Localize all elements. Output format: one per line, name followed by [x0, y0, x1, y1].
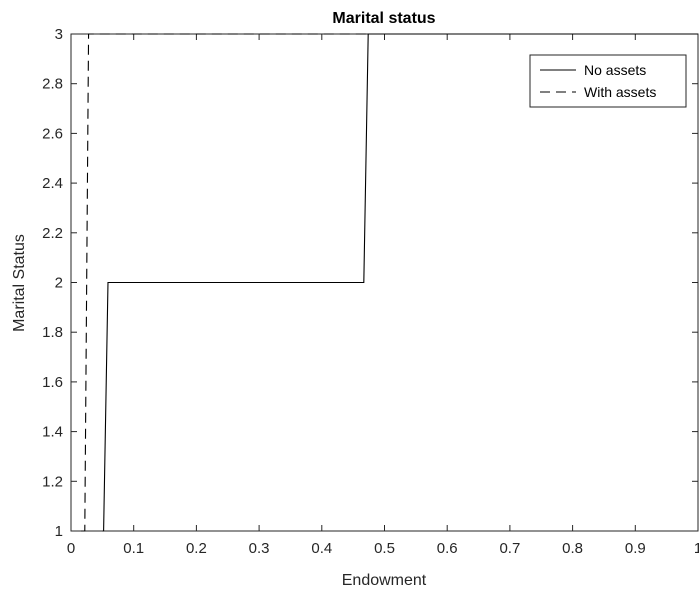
y-tick-label: 1.2: [42, 473, 63, 490]
x-axis: 0 0.1 0.2 0.3 0.4 0.5 0.6 0.7 0.8 0.9 1: [67, 34, 699, 557]
series-line-with-assets: [81, 33, 698, 532]
y-axis-title: Marital Status: [11, 234, 28, 332]
legend-label: No assets: [584, 62, 646, 78]
y-tick-label: 2.4: [42, 175, 63, 192]
x-tick-label: 0.3: [249, 540, 270, 557]
x-tick-label: 0.5: [374, 540, 395, 557]
legend-label: With assets: [584, 84, 656, 100]
y-tick-label: 2: [55, 275, 63, 292]
x-tick-label: 0.9: [625, 540, 646, 557]
y-tick-label: 1.6: [42, 374, 63, 391]
x-tick-label: 0.7: [499, 540, 520, 557]
x-tick-label: 0.6: [437, 540, 458, 557]
x-axis-title: Endowment: [342, 572, 427, 589]
x-tick-label: 0: [67, 540, 75, 557]
x-tick-label: 0.2: [186, 540, 207, 557]
y-tick-label: 2.2: [42, 225, 63, 242]
legend-box: [529, 54, 687, 108]
y-tick-label: 1.8: [42, 324, 63, 341]
y-tick-label: 3: [55, 26, 63, 43]
y-axis: 1 1.2 1.4 1.6 1.8 2 2.2 2.4 2.6 2.8 3: [42, 26, 698, 540]
x-tick-label: 0.8: [562, 540, 583, 557]
series-line-no-assets: [102, 33, 698, 532]
y-tick-label: 2.8: [42, 76, 63, 93]
x-tick-label: 0.4: [311, 540, 332, 557]
series-layer: [81, 33, 698, 532]
y-tick-label: 1.4: [42, 424, 63, 441]
legend: No assets With assets: [529, 54, 687, 108]
x-tick-label: 1: [694, 540, 699, 557]
y-tick-label: 1: [55, 523, 63, 540]
chart-title: Marital status: [332, 10, 435, 27]
x-tick-label: 0.1: [123, 540, 144, 557]
y-tick-label: 2.6: [42, 125, 63, 142]
